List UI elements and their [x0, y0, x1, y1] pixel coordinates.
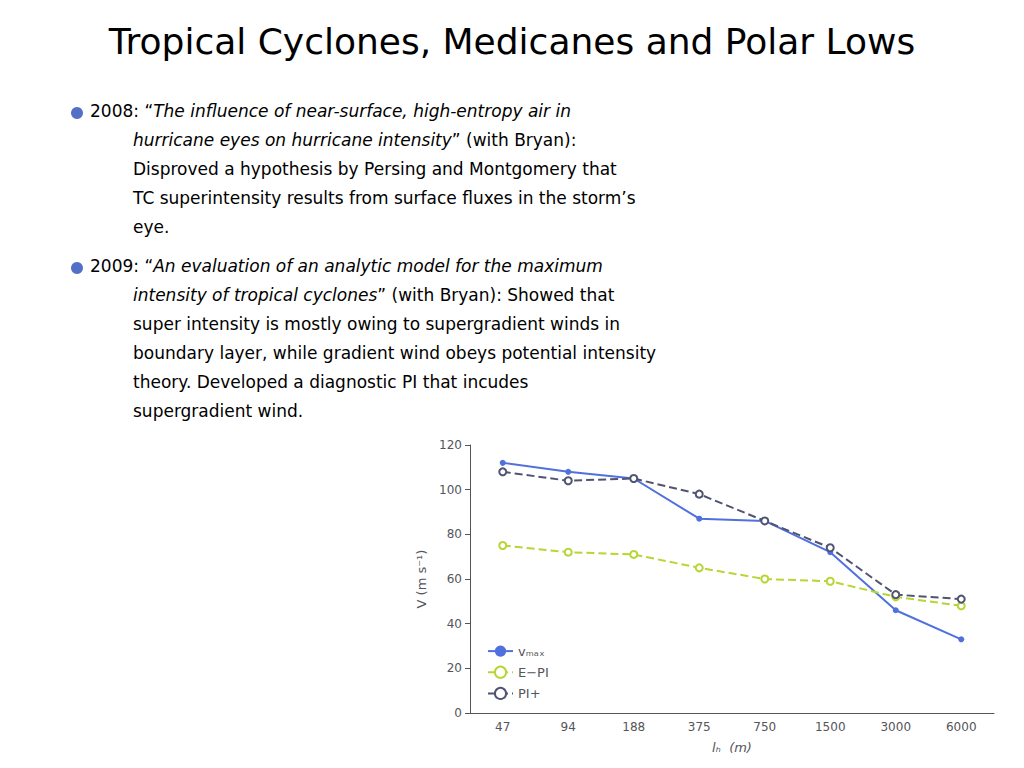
svg-text:80: 80	[447, 527, 462, 541]
svg-text:intensity of tropical cyclones: intensity of tropical cyclones	[133, 285, 377, 305]
svg-text:100: 100	[439, 483, 462, 497]
svg-text:2008: “: 2008: “	[90, 101, 153, 121]
svg-text:Tropical Cyclones, Medicanes a: Tropical Cyclones, Medicanes and Polar L…	[108, 21, 915, 62]
svg-text:boundary layer, while gradient: boundary layer, while gradient wind obey…	[133, 343, 656, 363]
svg-text:PI+: PI+	[518, 686, 541, 701]
svg-text:60: 60	[447, 572, 462, 586]
svg-text:” (with Bryan): Showed that: ” (with Bryan): Showed that	[377, 285, 614, 305]
svg-text:hurricane eyes on hurricane in: hurricane eyes on hurricane intensity	[133, 130, 453, 150]
svg-text:120: 120	[439, 438, 462, 452]
svg-text:supergradient wind.: supergradient wind.	[133, 401, 303, 421]
svg-text:375: 375	[688, 720, 711, 734]
svg-text:vₘₐₓ: vₘₐₓ	[518, 644, 545, 659]
svg-text:0: 0	[454, 706, 462, 720]
svg-text:E−PI: E−PI	[518, 665, 549, 680]
svg-text:theory. Developed a diagnostic: theory. Developed a diagnostic PI that i…	[133, 372, 529, 392]
svg-text:V (m s⁻¹): V (m s⁻¹)	[414, 550, 429, 609]
svg-text:eye.: eye.	[133, 217, 169, 237]
svg-text:1500: 1500	[815, 720, 846, 734]
svg-text:6000: 6000	[946, 720, 977, 734]
svg-text:super intensity is mostly owin: super intensity is mostly owing to super…	[133, 314, 620, 334]
svg-text:The influence of near-surface,: The influence of near-surface, high-entr…	[153, 101, 571, 121]
svg-text:lₕ (m): lₕ (m)	[712, 740, 752, 755]
svg-text:40: 40	[447, 617, 462, 631]
svg-text:94: 94	[561, 720, 576, 734]
svg-text:TC superintensity results from: TC superintensity results from surface f…	[132, 188, 636, 208]
svg-text:” (with Bryan):: ” (with Bryan):	[452, 130, 577, 150]
svg-text:47: 47	[495, 720, 510, 734]
svg-text:2009: “: 2009: “	[90, 256, 153, 276]
svg-text:188: 188	[622, 720, 645, 734]
svg-text:An evaluation of an analytic m: An evaluation of an analytic model for t…	[152, 256, 603, 276]
svg-text:Disproved a hypothesis by Pers: Disproved a hypothesis by Persing and Mo…	[133, 159, 617, 179]
svg-text:3000: 3000	[880, 720, 911, 734]
svg-text:20: 20	[447, 661, 462, 675]
svg-text:750: 750	[753, 720, 776, 734]
